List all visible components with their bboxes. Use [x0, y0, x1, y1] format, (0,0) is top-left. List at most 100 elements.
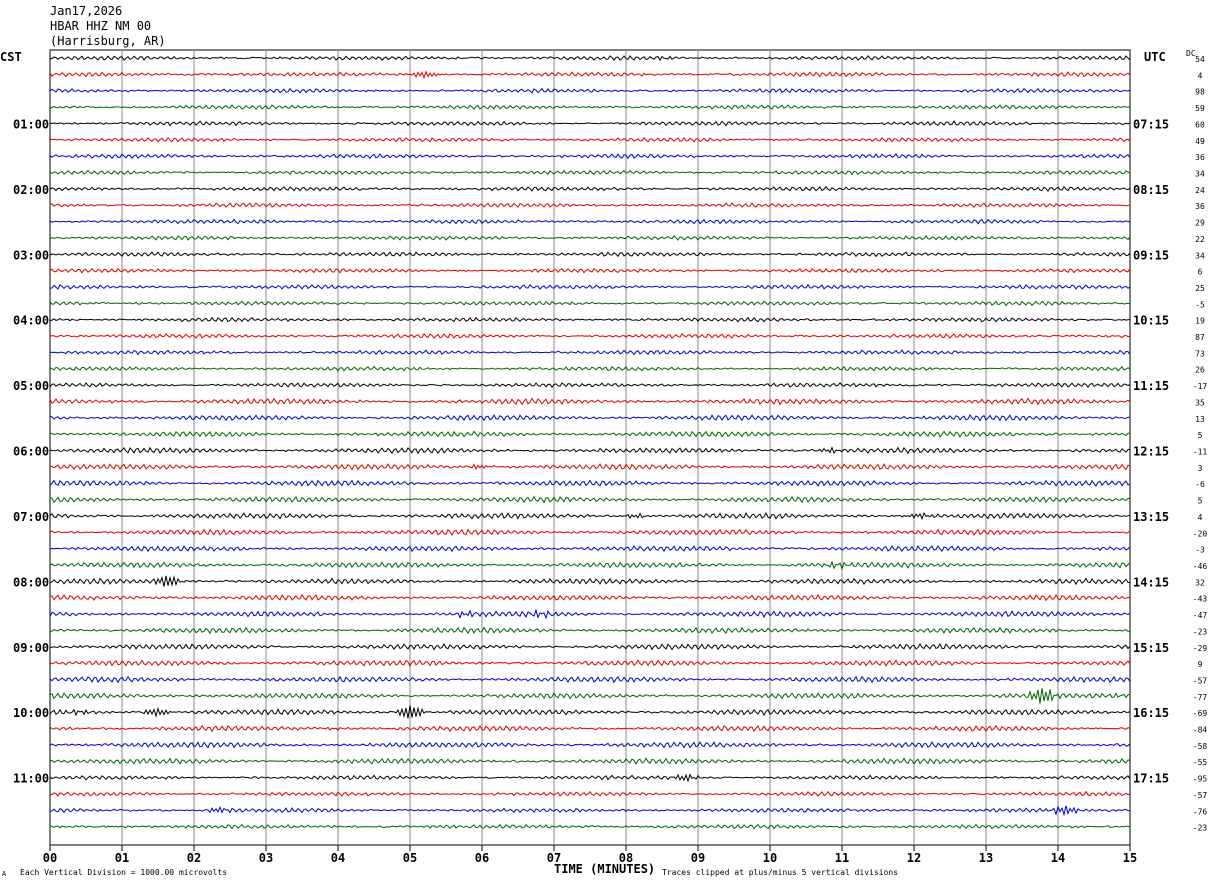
- dc-offset-label: 59: [1195, 104, 1205, 113]
- dc-offset-label: -57: [1193, 676, 1208, 685]
- footer-mark: A: [2, 870, 7, 878]
- trace-line: [49, 575, 1130, 587]
- dc-offset-label: -57: [1193, 791, 1208, 800]
- trace-line: [49, 316, 1131, 323]
- x-axis-label: TIME (MINUTES): [554, 862, 656, 876]
- left-time-label: 08:00: [13, 575, 49, 589]
- trace-line: [49, 773, 1131, 783]
- footer-clip-note: Traces clipped at plus/minus 5 vertical …: [662, 868, 899, 877]
- left-time-label: 09:00: [13, 641, 49, 655]
- dc-offset-label: 9: [1198, 660, 1203, 669]
- trace-line: [49, 705, 1131, 719]
- dc-offset-label: -77: [1193, 693, 1208, 702]
- x-tick-label: 13: [979, 851, 993, 865]
- trace-line: [49, 300, 1131, 307]
- trace-line: [49, 463, 1131, 471]
- dc-offset-label: 13: [1195, 415, 1205, 424]
- trace-line: [49, 479, 1131, 487]
- dc-header-label: DC: [1186, 49, 1196, 58]
- dc-offset-label: -17: [1193, 382, 1208, 391]
- trace-line: [49, 560, 1131, 571]
- right-time-label: 13:15: [1133, 510, 1169, 524]
- trace-line: [49, 185, 1131, 192]
- dc-offset-label: -6: [1195, 480, 1205, 489]
- trace-line: [49, 202, 1130, 208]
- dc-offset-label: -3: [1195, 546, 1205, 555]
- dc-offset-label: 87: [1195, 333, 1205, 342]
- trace-line: [49, 790, 1131, 797]
- trace-line: [49, 153, 1131, 160]
- trace-line: [49, 382, 1131, 389]
- left-timezone-label: CST: [0, 50, 22, 64]
- dc-offset-label: 19: [1195, 317, 1205, 326]
- dc-offset-label: -95: [1193, 775, 1208, 784]
- trace-line: [49, 169, 1131, 176]
- right-time-label: 15:15: [1133, 641, 1169, 655]
- trace-line: [49, 87, 1131, 94]
- dc-offset-label: 54: [1195, 55, 1205, 64]
- trace-line: [49, 397, 1131, 406]
- dc-offset-label: 29: [1195, 219, 1205, 228]
- x-tick-label: 10: [763, 851, 777, 865]
- x-tick-label: 01: [115, 851, 129, 865]
- dc-offset-label: 3: [1198, 464, 1203, 473]
- dc-offset-label: 49: [1195, 137, 1205, 146]
- trace-line: [49, 675, 1131, 684]
- trace-group: [49, 55, 1131, 830]
- left-time-label: 03:00: [13, 248, 49, 262]
- dc-offset-label: -23: [1193, 824, 1208, 833]
- plot-date: Jan17,2026: [50, 4, 123, 18]
- x-tick-label: 14: [1051, 851, 1065, 865]
- x-tick-label: 00: [43, 851, 57, 865]
- left-time-label: 04:00: [13, 314, 49, 328]
- dc-offset-label: -58: [1193, 742, 1208, 751]
- trace-line: [49, 805, 1131, 817]
- dc-offset-label: -5: [1195, 300, 1205, 309]
- trace-line: [49, 136, 1131, 143]
- left-time-label: 11:00: [13, 772, 49, 786]
- dc-offset-label: 26: [1195, 366, 1205, 375]
- dc-offset-label: 4: [1198, 513, 1203, 522]
- trace-line: [49, 251, 1131, 258]
- trace-line: [49, 626, 1131, 635]
- dc-offset-label: 73: [1195, 349, 1205, 358]
- dc-offset-label: -11: [1193, 448, 1208, 457]
- dc-offset-label: -23: [1193, 627, 1208, 636]
- dc-offset-label: 24: [1195, 186, 1205, 195]
- x-tick-label: 07: [547, 851, 561, 865]
- x-tick-label: 06: [475, 851, 489, 865]
- dc-offset-label: 22: [1195, 235, 1205, 244]
- trace-line: [49, 70, 1131, 80]
- dc-offset-label: 35: [1195, 398, 1205, 407]
- dc-offset-label: -46: [1193, 562, 1208, 571]
- trace-line: [49, 365, 1131, 372]
- trace-line: [49, 593, 1131, 602]
- trace-line: [49, 495, 1130, 504]
- dc-offset-label: -69: [1193, 709, 1208, 718]
- x-tick-label: 09: [691, 851, 705, 865]
- station-code: HBAR HHZ NM 00: [50, 19, 152, 33]
- trace-line: [49, 688, 1131, 704]
- dc-offset-label: 6: [1198, 268, 1203, 277]
- trace-line: [50, 757, 1131, 765]
- right-time-label: 09:15: [1133, 248, 1169, 262]
- trace-line: [49, 446, 1131, 455]
- trace-line: [49, 430, 1131, 438]
- dc-offset-label: -84: [1193, 726, 1208, 735]
- dc-offset-label: 25: [1195, 284, 1205, 293]
- footer-scale-note: Each Vertical Division = 1000.00 microvo…: [20, 868, 228, 877]
- plot-frame: [49, 49, 1131, 846]
- right-timezone-label: UTC: [1144, 50, 1166, 64]
- trace-line: [49, 724, 1131, 733]
- right-time-label: 10:15: [1133, 314, 1169, 328]
- trace-line: [49, 55, 1131, 62]
- trace-line: [49, 267, 1131, 274]
- dc-offset-label: -47: [1193, 611, 1208, 620]
- dc-offset-label: -29: [1193, 644, 1208, 653]
- trace-line: [49, 349, 1131, 356]
- left-time-label: 06:00: [13, 445, 49, 459]
- label-group: 00 01 02 03 04 05 06 07 08 09 10 11 12 13 14 1554498596…: [13, 55, 1207, 865]
- trace-line: [49, 741, 1131, 749]
- left-time-label: 10:00: [13, 706, 49, 720]
- dc-offset-label: 5: [1198, 497, 1203, 506]
